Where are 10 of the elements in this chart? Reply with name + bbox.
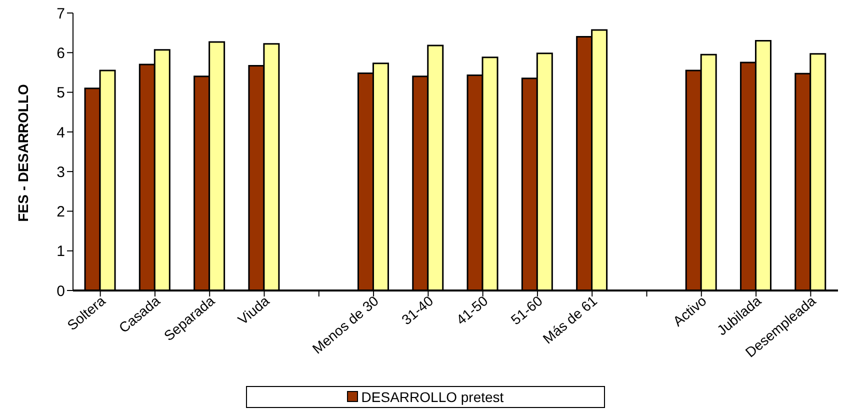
y-tick-label: 1 xyxy=(56,243,65,260)
y-tick-label: 4 xyxy=(56,124,65,142)
y-tick-label: 5 xyxy=(56,84,65,102)
y-axis-title: FES - DESARROLLO xyxy=(14,84,31,222)
y-tick-label: 7 xyxy=(56,5,65,22)
legend-label: DESARROLLO pretest xyxy=(360,388,504,404)
y-tick-label: 0 xyxy=(56,282,65,300)
y-tick-label: 3 xyxy=(56,164,65,181)
y-tick-label: 2 xyxy=(56,204,65,221)
y-tick-label: 6 xyxy=(56,44,65,62)
